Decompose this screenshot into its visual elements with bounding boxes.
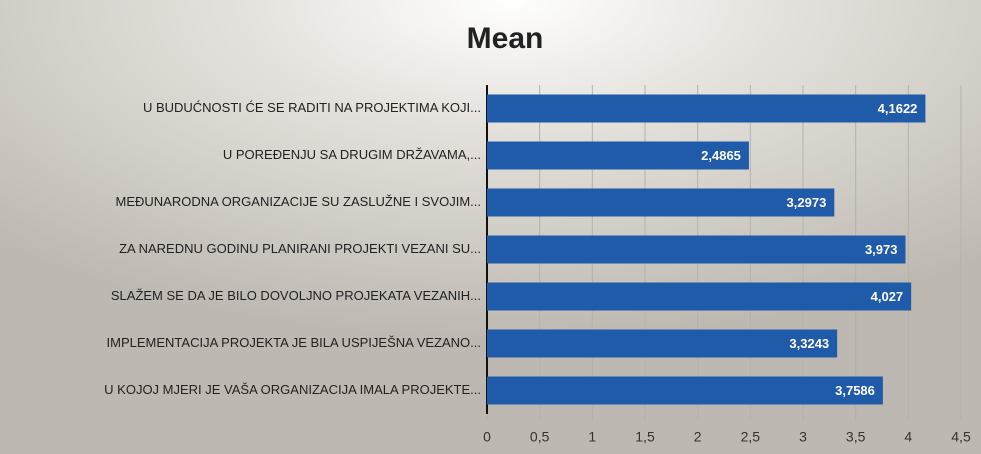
value-label: 4,027 bbox=[871, 289, 904, 304]
bar bbox=[487, 376, 883, 405]
x-tick-label: 1,5 bbox=[635, 429, 655, 445]
bar bbox=[487, 141, 749, 170]
y-tick-label: U BUDUĆNOSTI ĆE SE RADITI NA PROJEKTIMA … bbox=[143, 100, 481, 115]
value-label: 3,2973 bbox=[787, 195, 827, 210]
x-tick-label: 2 bbox=[694, 429, 702, 445]
value-label: 2,4865 bbox=[701, 148, 741, 163]
x-tick-label: 0,5 bbox=[530, 429, 550, 445]
bar bbox=[487, 235, 906, 264]
chart-title: Mean bbox=[467, 22, 544, 55]
bar bbox=[487, 94, 926, 123]
value-label: 3,7586 bbox=[835, 383, 875, 398]
x-tick-label: 1 bbox=[588, 429, 596, 445]
y-tick-label: MEĐUNARODNA ORGANIZACIJE SU ZASLUŽNE I S… bbox=[116, 194, 482, 209]
x-tick-label: 3 bbox=[799, 429, 807, 445]
bar bbox=[487, 188, 835, 217]
value-label: 4,1622 bbox=[878, 101, 918, 116]
value-label: 3,973 bbox=[865, 242, 898, 257]
y-tick-label: U KOJOJ MJERI JE VAŠA ORGANIZACIJA IMALA… bbox=[104, 382, 481, 397]
value-label: 3,3243 bbox=[789, 336, 829, 351]
x-tick-label: 4,5 bbox=[951, 429, 971, 445]
y-tick-label: U POREĐENJU SA DRUGIM DRŽAVAMA,... bbox=[223, 147, 481, 162]
y-tick-label: IMPLEMENTACIJA PROJEKTA JE BILA USPIJEŠN… bbox=[107, 335, 481, 350]
y-tick-label: SLAŽEM SE DA JE BILO DOVOLJNO PROJEKATA … bbox=[111, 288, 481, 303]
x-tick-label: 0 bbox=[483, 429, 491, 445]
x-tick-label: 3,5 bbox=[846, 429, 866, 445]
x-tick-label: 4 bbox=[904, 429, 912, 445]
x-tick-label: 2,5 bbox=[741, 429, 761, 445]
bar bbox=[487, 282, 912, 311]
bar bbox=[487, 329, 838, 358]
y-tick-label: ZA NAREDNU GODINU PLANIRANI PROJEKTI VEZ… bbox=[119, 241, 481, 256]
